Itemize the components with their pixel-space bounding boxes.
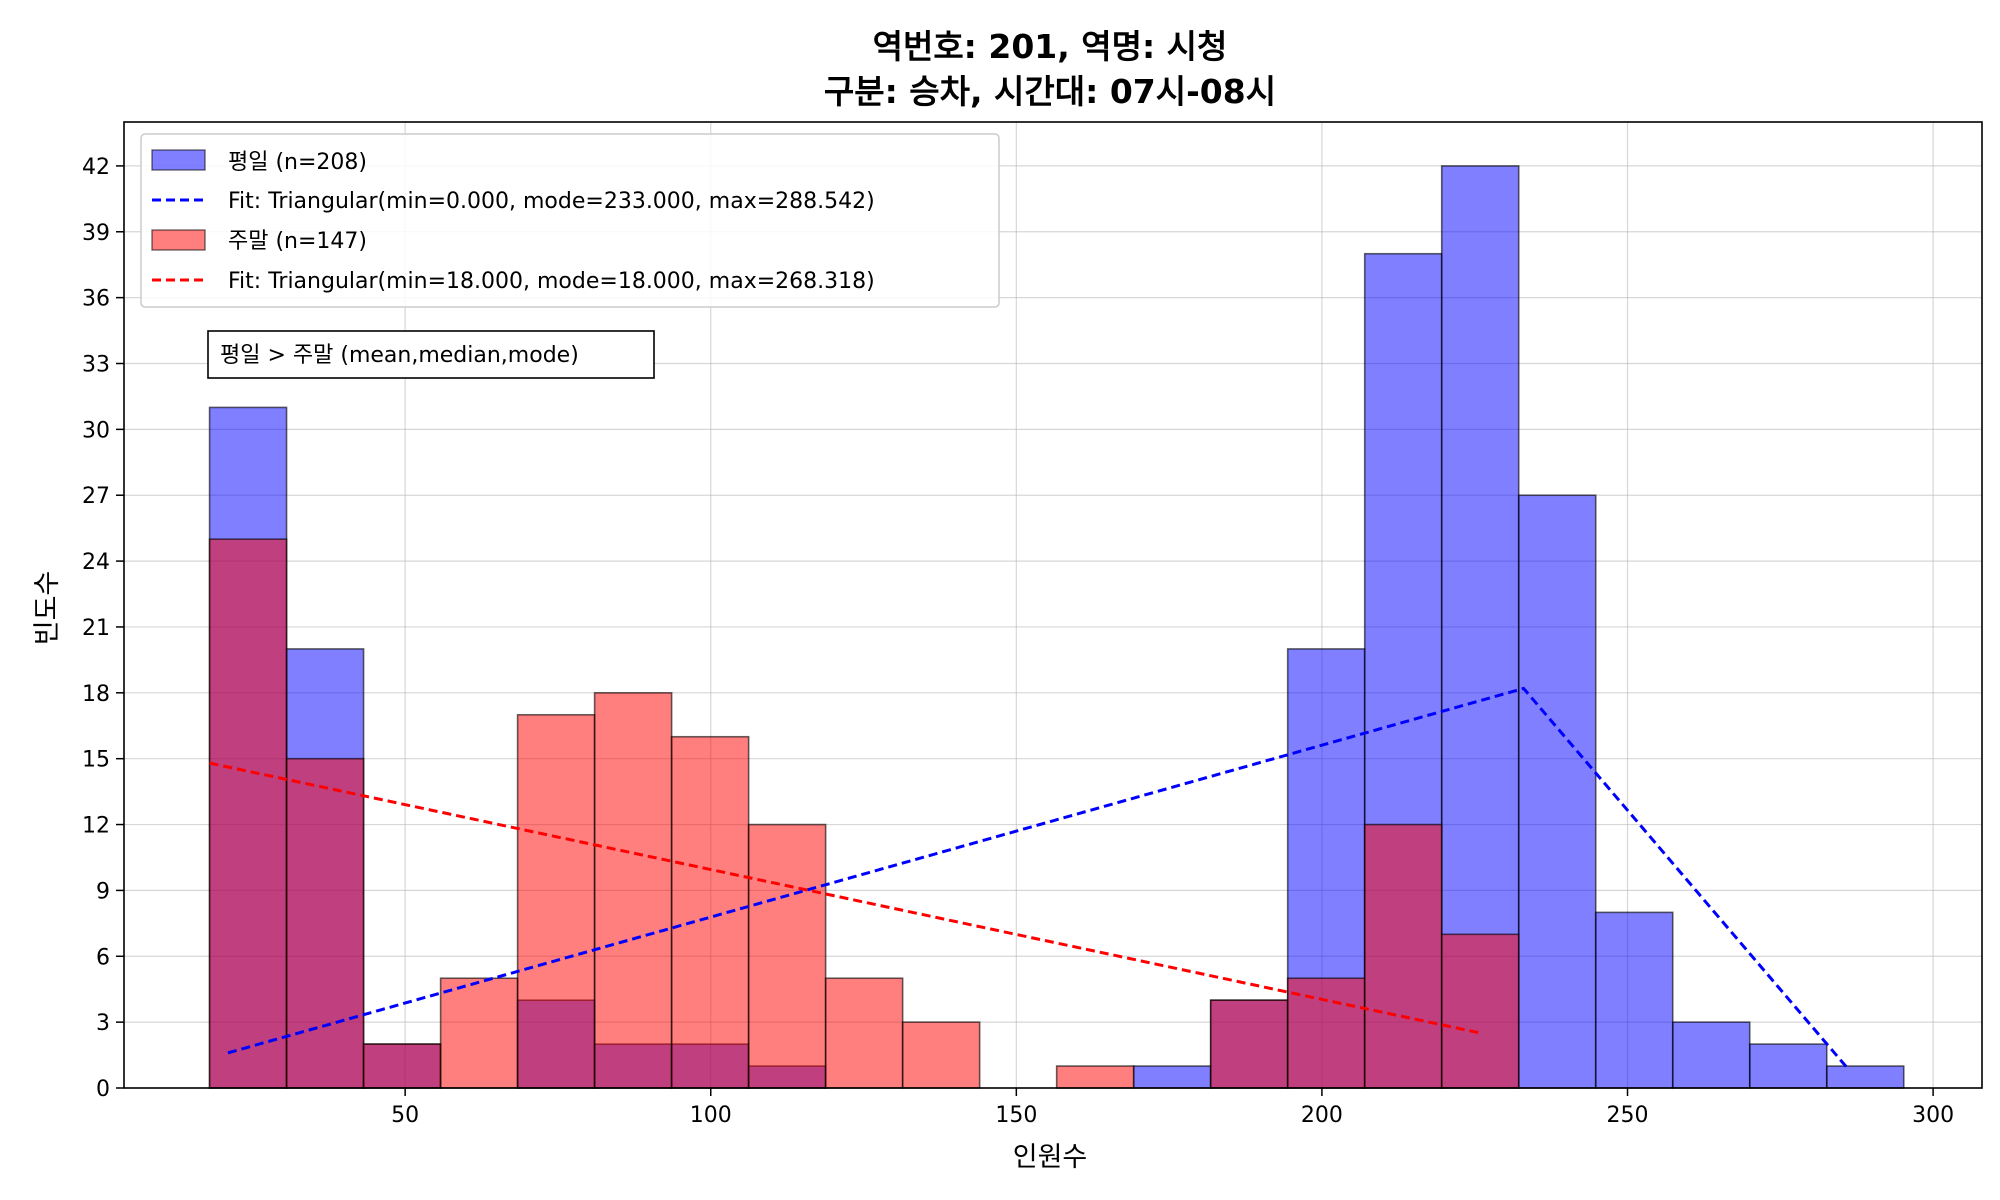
x-axis-ticks: 50 100 150 200 250 300 bbox=[391, 1088, 1954, 1128]
y-tick-label: 30 bbox=[82, 418, 110, 443]
histogram-bar bbox=[1594, 911, 1674, 1089]
annotation-text: 평일 > 주말 (mean,median,mode) bbox=[220, 343, 579, 368]
x-tick-label: 50 bbox=[391, 1103, 419, 1128]
histogram-bar bbox=[1209, 999, 1289, 1089]
plot-frame bbox=[123, 121, 1983, 1089]
legend-label-weekend: 주말 (n=147) bbox=[228, 229, 367, 254]
y-tick-label: 0 bbox=[96, 1077, 110, 1102]
x-tick-label: 300 bbox=[1912, 1103, 1954, 1128]
histogram-bar bbox=[1825, 1065, 1905, 1089]
y-tick-label: 24 bbox=[82, 550, 110, 575]
x-axis-label: 인원수 bbox=[1013, 1142, 1088, 1173]
histogram-bar bbox=[439, 977, 519, 1089]
histogram-bar bbox=[824, 977, 904, 1089]
histogram-bar bbox=[1132, 1065, 1212, 1089]
legend-box bbox=[140, 133, 1000, 308]
legend: 평일 (n=208) Fit: Triangular(min=0.000, mo… bbox=[140, 133, 1000, 308]
fit-line bbox=[209, 761, 1482, 1035]
y-tick-label: 21 bbox=[82, 616, 110, 641]
y-tick-label: 36 bbox=[82, 287, 110, 312]
y-tick-label: 15 bbox=[82, 748, 110, 773]
histogram-bar bbox=[593, 692, 673, 1089]
x-tick-label: 250 bbox=[1607, 1103, 1649, 1128]
annotation-box bbox=[207, 330, 655, 379]
histogram-bar bbox=[285, 757, 365, 1089]
legend-label-weekend-fit: Fit: Triangular(min=18.000, mode=18.000,… bbox=[228, 269, 875, 294]
y-tick-label: 18 bbox=[82, 682, 110, 707]
histogram-bar bbox=[1748, 1043, 1828, 1089]
histogram-bar bbox=[670, 735, 750, 1089]
y-tick-label: 39 bbox=[82, 221, 110, 246]
histogram-bar bbox=[362, 1043, 442, 1089]
grid-lines bbox=[124, 122, 1982, 1089]
y-tick-label: 33 bbox=[82, 353, 110, 378]
y-tick-label: 9 bbox=[96, 879, 110, 904]
histogram-bar bbox=[208, 538, 288, 1089]
y-tick-label: 6 bbox=[96, 945, 110, 970]
histogram-bar bbox=[1517, 494, 1597, 1089]
x-tick-label: 150 bbox=[995, 1103, 1037, 1128]
histogram-bar bbox=[901, 1021, 981, 1089]
x-tick-label: 200 bbox=[1301, 1103, 1343, 1128]
x-tick-label: 100 bbox=[690, 1103, 732, 1128]
fit-lines bbox=[209, 686, 1849, 1070]
annotation: 평일 > 주말 (mean,median,mode) bbox=[207, 330, 655, 379]
fit-line bbox=[227, 686, 1849, 1070]
legend-swatch-weekday bbox=[151, 149, 206, 171]
histogram-bar bbox=[1671, 1021, 1751, 1089]
legend-label-weekday: 평일 (n=208) bbox=[228, 150, 367, 175]
chart-title-line-2: 구분: 승차, 시간대: 07시-08시 bbox=[824, 72, 1276, 111]
chart-title-line-1: 역번호: 201, 역명: 시청 bbox=[873, 27, 1228, 66]
histogram-bar bbox=[1055, 1065, 1135, 1089]
histogram-bar bbox=[1440, 933, 1520, 1089]
y-axis-label: 빈도수 bbox=[32, 571, 63, 646]
legend-swatch-weekend bbox=[151, 229, 206, 251]
y-tick-label: 27 bbox=[82, 484, 110, 509]
histogram-bar bbox=[747, 823, 827, 1089]
legend-label-weekday-fit: Fit: Triangular(min=0.000, mode=233.000,… bbox=[228, 189, 875, 214]
y-tick-label: 12 bbox=[82, 814, 110, 839]
y-tick-label: 3 bbox=[96, 1011, 110, 1036]
histogram-bar bbox=[516, 713, 596, 1089]
histogram-bars bbox=[208, 165, 1905, 1089]
histogram-bar bbox=[1363, 823, 1443, 1089]
y-tick-label: 42 bbox=[82, 155, 110, 180]
